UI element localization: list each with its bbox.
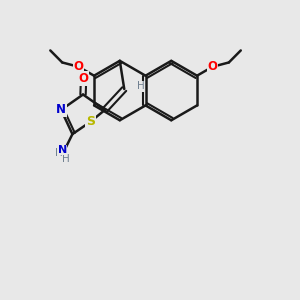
Text: H: H bbox=[137, 81, 145, 91]
Text: O: O bbox=[208, 60, 218, 73]
Text: O: O bbox=[79, 72, 88, 85]
Text: H: H bbox=[55, 148, 62, 158]
Text: S: S bbox=[86, 116, 95, 128]
Text: N: N bbox=[56, 103, 66, 116]
Text: N: N bbox=[58, 145, 67, 155]
Text: H: H bbox=[62, 154, 70, 164]
Text: O: O bbox=[74, 60, 84, 73]
